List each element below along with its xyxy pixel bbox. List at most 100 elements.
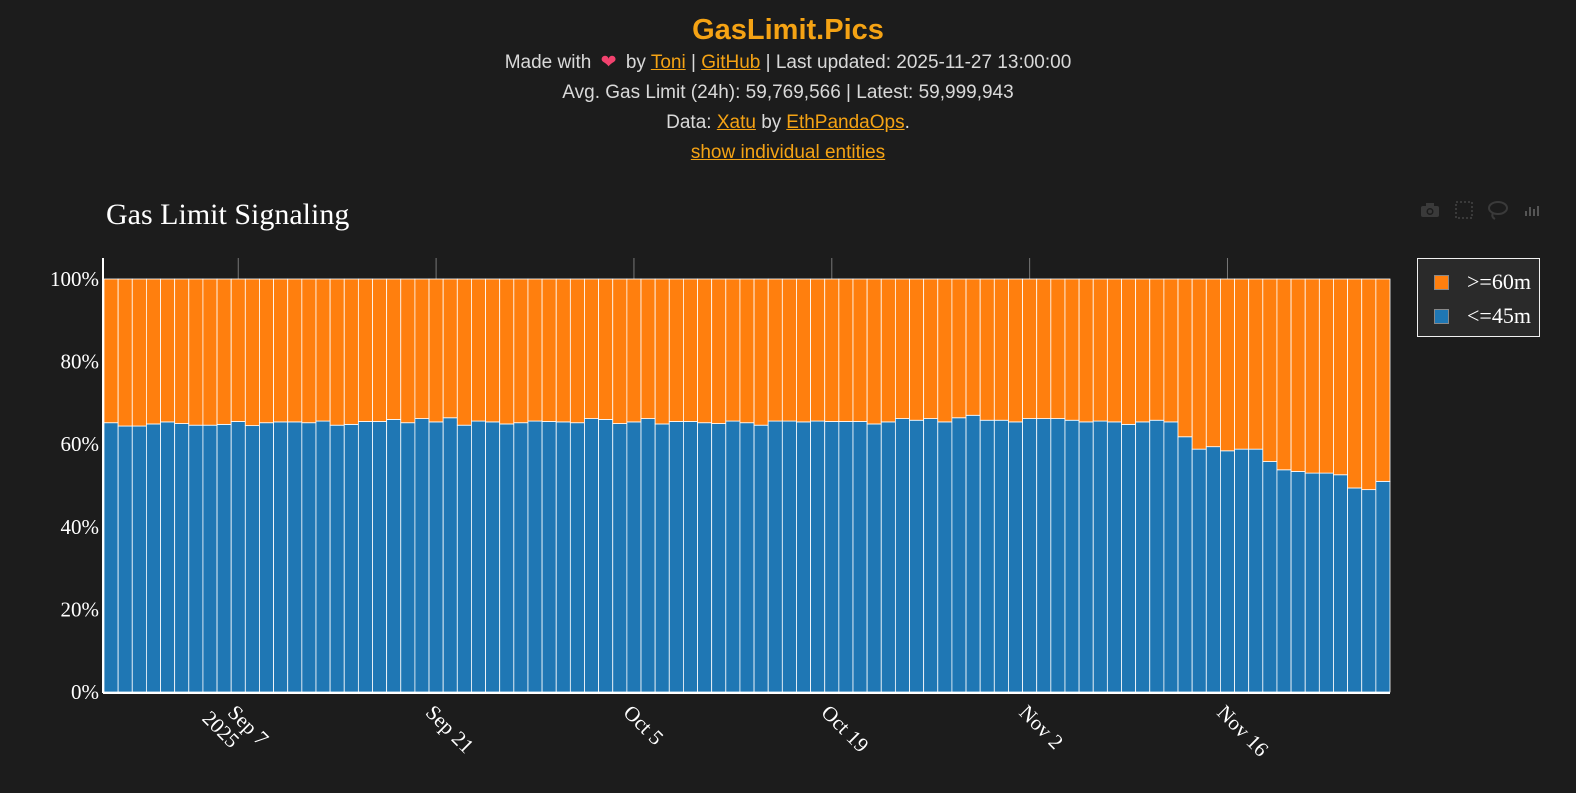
box-select-icon[interactable] (1452, 199, 1476, 221)
bar-le45[interactable] (852, 421, 868, 693)
bar-le45[interactable] (386, 419, 402, 693)
show-individual-entities-link[interactable]: show individual entities (690, 142, 886, 163)
bar-le45[interactable] (654, 423, 670, 693)
bar-ge60[interactable] (1008, 278, 1023, 423)
bar-le45[interactable] (174, 423, 190, 693)
bar-le45[interactable] (1304, 472, 1320, 693)
bar-le45[interactable] (711, 423, 727, 693)
bar-le45[interactable] (1290, 471, 1306, 693)
bar-le45[interactable] (894, 418, 910, 693)
bar-le45[interactable] (485, 421, 501, 693)
bar-le45[interactable] (315, 420, 331, 693)
bar-le45[interactable] (1361, 489, 1377, 693)
bar-le45[interactable] (301, 422, 317, 693)
bar-ge60[interactable] (1106, 278, 1122, 423)
bar-le45[interactable] (456, 424, 472, 693)
bar-le45[interactable] (810, 420, 826, 693)
bar-ge60[interactable] (810, 278, 826, 422)
bar-ge60[interactable] (230, 278, 246, 422)
bar-ge60[interactable] (1078, 278, 1094, 423)
bar-ge60[interactable] (372, 278, 388, 422)
bar-ge60[interactable] (386, 278, 402, 420)
bar-ge60[interactable] (202, 278, 218, 426)
legend-item-ge60[interactable]: >=60m (1434, 269, 1531, 295)
bar-ge60[interactable] (993, 278, 1009, 421)
bar-ge60[interactable] (866, 278, 882, 425)
bar-ge60[interactable] (1290, 278, 1306, 472)
bar-le45[interactable] (880, 421, 896, 693)
bar-le45[interactable] (357, 421, 373, 693)
bar-le45[interactable] (216, 423, 232, 693)
bar-ge60[interactable] (131, 278, 147, 427)
bar-ge60[interactable] (343, 278, 359, 425)
github-link[interactable]: GitHub (701, 52, 761, 73)
bar-ge60[interactable] (428, 278, 444, 423)
bar-ge60[interactable] (1022, 278, 1038, 419)
bar-ge60[interactable] (965, 278, 981, 416)
bar-ge60[interactable] (852, 278, 868, 422)
bar-le45[interactable] (145, 423, 161, 693)
bar-ge60[interactable] (1220, 278, 1235, 452)
bar-le45[interactable] (739, 422, 755, 693)
bar-le45[interactable] (1149, 419, 1165, 693)
bar-le45[interactable] (1135, 421, 1151, 693)
bar-le45[interactable] (555, 421, 571, 693)
bar-le45[interactable] (1064, 419, 1080, 693)
bar-le45[interactable] (541, 421, 557, 693)
bar-ge60[interactable] (683, 278, 698, 422)
legend-item-le45[interactable]: <=45m (1434, 303, 1531, 329)
xatu-link[interactable]: Xatu (716, 112, 756, 133)
bar-ge60[interactable] (329, 278, 345, 426)
bar-ge60[interactable] (838, 278, 854, 422)
bar-le45[interactable] (1333, 474, 1349, 693)
bar-le45[interactable] (1050, 418, 1066, 693)
bar-ge60[interactable] (174, 278, 190, 424)
bar-ge60[interactable] (357, 278, 373, 422)
bar-le45[interactable] (259, 422, 274, 693)
bar-ge60[interactable] (894, 278, 910, 419)
bar-le45[interactable] (1177, 436, 1193, 693)
bar-ge60[interactable] (668, 278, 684, 422)
bar-le45[interactable] (584, 418, 600, 693)
bar-ge60[interactable] (951, 278, 967, 419)
bar-ge60[interactable] (1276, 278, 1292, 471)
bar-le45[interactable] (372, 421, 388, 693)
bar-le45[interactable] (1022, 418, 1038, 693)
bar-le45[interactable] (513, 422, 529, 693)
bar-le45[interactable] (640, 418, 656, 693)
bar-le45[interactable] (1318, 472, 1334, 693)
bar-ge60[interactable] (739, 278, 755, 424)
bar-ge60[interactable] (259, 278, 274, 424)
bar-le45[interactable] (117, 425, 133, 693)
bar-ge60[interactable] (1318, 278, 1334, 474)
bar-ge60[interactable] (654, 278, 670, 425)
bar-le45[interactable] (1121, 423, 1137, 693)
bar-le45[interactable] (273, 421, 289, 693)
bar-ge60[interactable] (1064, 278, 1080, 421)
bar-le45[interactable] (1205, 446, 1221, 693)
bar-ge60[interactable] (216, 278, 232, 425)
bar-ge60[interactable] (400, 278, 416, 424)
bar-ge60[interactable] (1333, 278, 1349, 476)
bar-le45[interactable] (1248, 448, 1264, 693)
bar-le45[interactable] (1036, 418, 1052, 693)
author-link[interactable]: Toni (650, 52, 686, 73)
bar-ge60[interactable] (824, 278, 840, 422)
bar-le45[interactable] (683, 421, 698, 693)
bar-ge60[interactable] (880, 278, 896, 423)
bar-ge60[interactable] (979, 278, 995, 421)
bar-le45[interactable] (188, 424, 204, 693)
bar-le45[interactable] (1008, 421, 1023, 693)
camera-icon[interactable] (1418, 199, 1442, 221)
bar-ge60[interactable] (1375, 278, 1391, 482)
bar-ge60[interactable] (160, 278, 176, 423)
bar-ge60[interactable] (1347, 278, 1363, 489)
bar-ge60[interactable] (796, 278, 811, 423)
bar-ge60[interactable] (725, 278, 741, 422)
bar-le45[interactable] (131, 425, 147, 693)
bar-ge60[interactable] (697, 278, 713, 424)
bar-ge60[interactable] (188, 278, 204, 426)
bar-le45[interactable] (951, 417, 967, 693)
bar-le45[interactable] (866, 423, 882, 693)
